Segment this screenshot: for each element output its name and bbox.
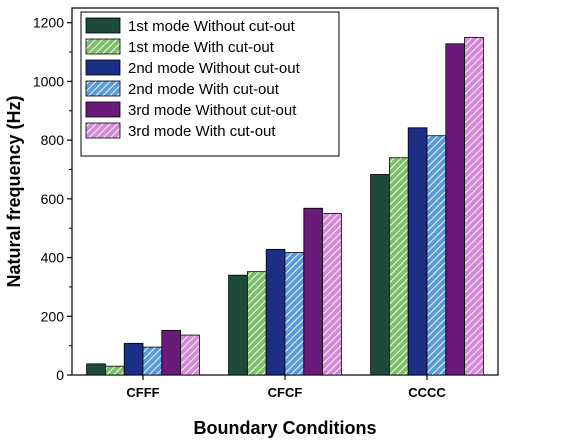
bars [86, 36, 484, 376]
legend-box [80, 11, 340, 157]
legend-label: 3rd mode With cut-out [128, 123, 276, 140]
legend-label: 2nd mode With cut-out [128, 81, 280, 98]
bar-cccc-series-3 [407, 127, 428, 376]
bar-cccc-series-5 [445, 43, 465, 376]
bar-cccc-series-4 [426, 135, 447, 376]
bar-cfff-series-6 [180, 334, 200, 376]
bar-cccc-series-6 [464, 36, 484, 376]
bar-cfcf-series-2 [246, 271, 267, 376]
x-axis: CFFF CFCF CCCC [126, 375, 446, 400]
bar-cfcf-series-3 [265, 248, 286, 376]
bar-cccc-series-2 [388, 157, 409, 376]
legend-label: 3rd mode Without cut-out [128, 102, 297, 119]
y-tick-label: 0 [56, 367, 64, 383]
legend-swatch [85, 122, 121, 139]
bar-cfcf-series-5 [303, 207, 323, 376]
bar-cfff-series-3 [123, 342, 144, 376]
bar-cfff-series-2 [105, 365, 125, 376]
y-tick-label: 800 [41, 132, 65, 148]
bar-cfff-series-4 [142, 346, 163, 376]
y-tick-label: 1000 [33, 73, 64, 89]
bar-cfff-series-5 [161, 329, 182, 376]
y-tick-label: 400 [41, 250, 65, 266]
y-axis: 0 200 400 600 800 1000 1200 [33, 15, 72, 383]
legend-swatch [85, 101, 121, 118]
y-tick-label: 600 [41, 191, 65, 207]
bar-cfcf-series-6 [322, 213, 342, 376]
legend: 1st mode Without cut-out 1st mode With cu… [80, 11, 340, 157]
legend-swatch [85, 59, 121, 76]
bar-cfff-series-1 [86, 363, 106, 376]
x-tick-label: CCCC [408, 385, 446, 400]
y-axis-title: Natural frequency (Hz) [4, 95, 24, 287]
legend-swatch [85, 38, 121, 55]
legend-swatch [85, 80, 121, 97]
legend-swatch [85, 17, 121, 34]
y-tick-label: 200 [41, 308, 65, 324]
bar-cccc-series-1 [370, 174, 390, 376]
x-tick-label: CFFF [126, 385, 159, 400]
x-axis-title: Boundary Conditions [194, 418, 377, 438]
legend-label: 1st mode Without cut-out [128, 18, 296, 35]
bar-cfcf-series-1 [228, 274, 248, 376]
bar-cfcf-series-4 [284, 252, 305, 376]
y-tick-label: 1200 [33, 15, 64, 31]
x-tick-label: CFCF [268, 385, 303, 400]
legend-label: 2nd mode Without cut-out [128, 60, 301, 77]
legend-label: 1st mode With cut-out [128, 39, 275, 56]
